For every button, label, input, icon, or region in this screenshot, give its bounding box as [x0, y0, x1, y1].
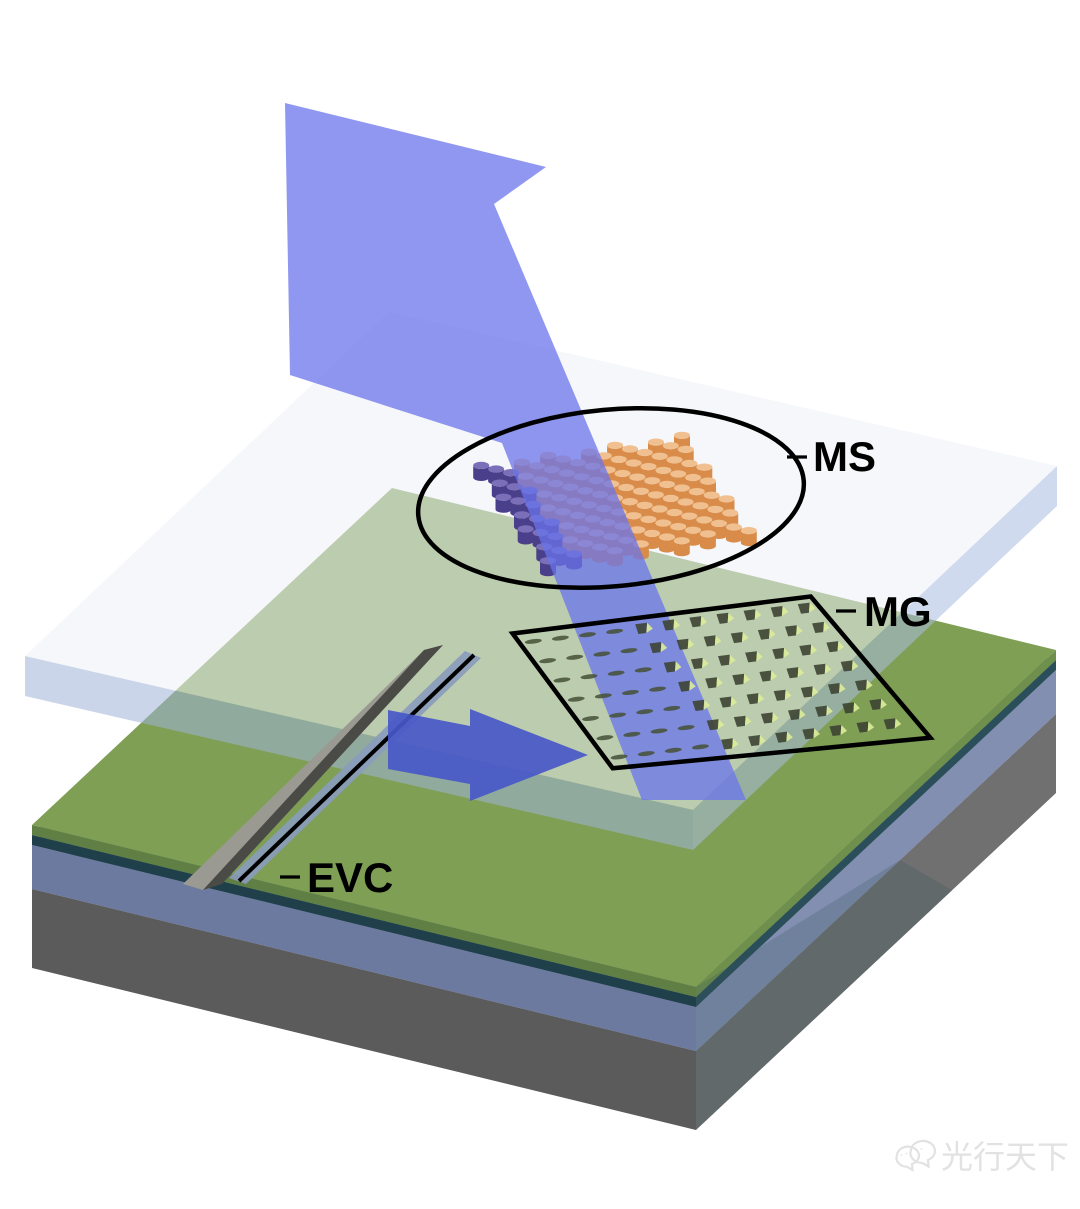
- svg-text:MS: MS: [813, 433, 876, 480]
- svg-text:光行天下: 光行天下: [941, 1139, 1069, 1175]
- svg-text:EVC: EVC: [307, 854, 393, 901]
- svg-text:MG: MG: [864, 588, 932, 635]
